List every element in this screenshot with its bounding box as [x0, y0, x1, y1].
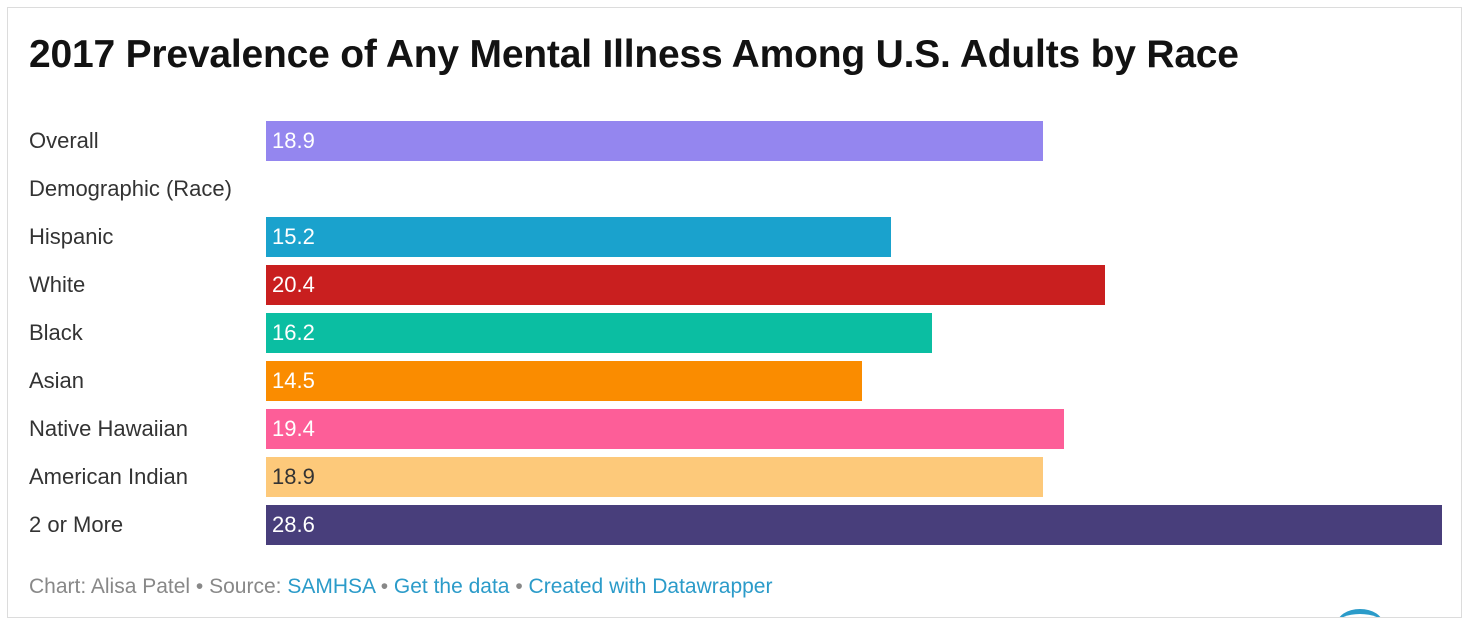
- bar: [266, 265, 1105, 305]
- datawrapper-link[interactable]: Created with Datawrapper: [528, 575, 773, 598]
- bar-category-label: Asian: [29, 368, 85, 393]
- bar-value-label: 16.2: [272, 320, 315, 345]
- bar-category-label: Hispanic: [29, 224, 114, 249]
- bar-value-label: 19.4: [272, 416, 315, 441]
- bar: [266, 409, 1064, 449]
- bar-row: American Indian 18.9: [8, 457, 1461, 497]
- bar: [266, 505, 1442, 545]
- bar: [266, 313, 932, 353]
- bar-row: Hispanic 15.2: [8, 217, 1461, 257]
- bar-category-label: Black: [29, 320, 83, 345]
- bar: [266, 361, 862, 401]
- bar-category-label: White: [29, 272, 86, 297]
- bar-category-label: Demographic (Race): [29, 176, 232, 201]
- bar-category-label: Overall: [29, 128, 99, 153]
- chart-credit: Chart: Alisa Patel: [29, 575, 191, 598]
- chart-title: 2017 Prevalence of Any Mental Illness Am…: [29, 33, 1239, 76]
- footer-separator: •: [374, 575, 394, 598]
- bar-value-label: 18.9: [272, 128, 315, 153]
- bar-category-label: 2 or More: [29, 512, 124, 537]
- bar-row: Black 16.2: [8, 313, 1461, 353]
- bar-category-label: American Indian: [29, 464, 188, 489]
- bar-value-label: 14.5: [272, 368, 315, 393]
- bar: [266, 217, 891, 257]
- bar-row: White 20.4: [8, 265, 1461, 305]
- bar-value-label: 20.4: [272, 272, 315, 297]
- bar-row: Asian 14.5: [8, 361, 1461, 401]
- chart-frame: 2017 Prevalence of Any Mental Illness Am…: [7, 7, 1462, 618]
- source-label: Source:: [209, 575, 288, 598]
- bar-row: Demographic (Race): [8, 169, 1461, 209]
- bar: [266, 457, 1043, 497]
- bar-category-label: Native Hawaiian: [29, 416, 188, 441]
- bar-row: Native Hawaiian 19.4: [8, 409, 1461, 449]
- bar-row: Overall 18.9: [8, 121, 1461, 161]
- bar-row: 2 or More 28.6: [8, 505, 1461, 545]
- get-data-link[interactable]: Get the data: [393, 575, 510, 598]
- bar-value-label: 28.6: [272, 512, 315, 537]
- bar-chart: Overall 18.9 Demographic (Race) Hispanic 15.…: [8, 8, 1461, 617]
- chart-footer: Chart: Alisa Patel • Source: SAMHSA • Ge…: [29, 572, 772, 602]
- footer-separator: •: [509, 575, 529, 598]
- bar-value-label: 18.9: [272, 464, 315, 489]
- source-link[interactable]: SAMHSA: [287, 575, 375, 598]
- footer-separator: •: [190, 575, 210, 598]
- datawrapper-badge-icon[interactable]: [1337, 609, 1383, 617]
- bar-value-label: 15.2: [272, 224, 315, 249]
- bar: [266, 121, 1043, 161]
